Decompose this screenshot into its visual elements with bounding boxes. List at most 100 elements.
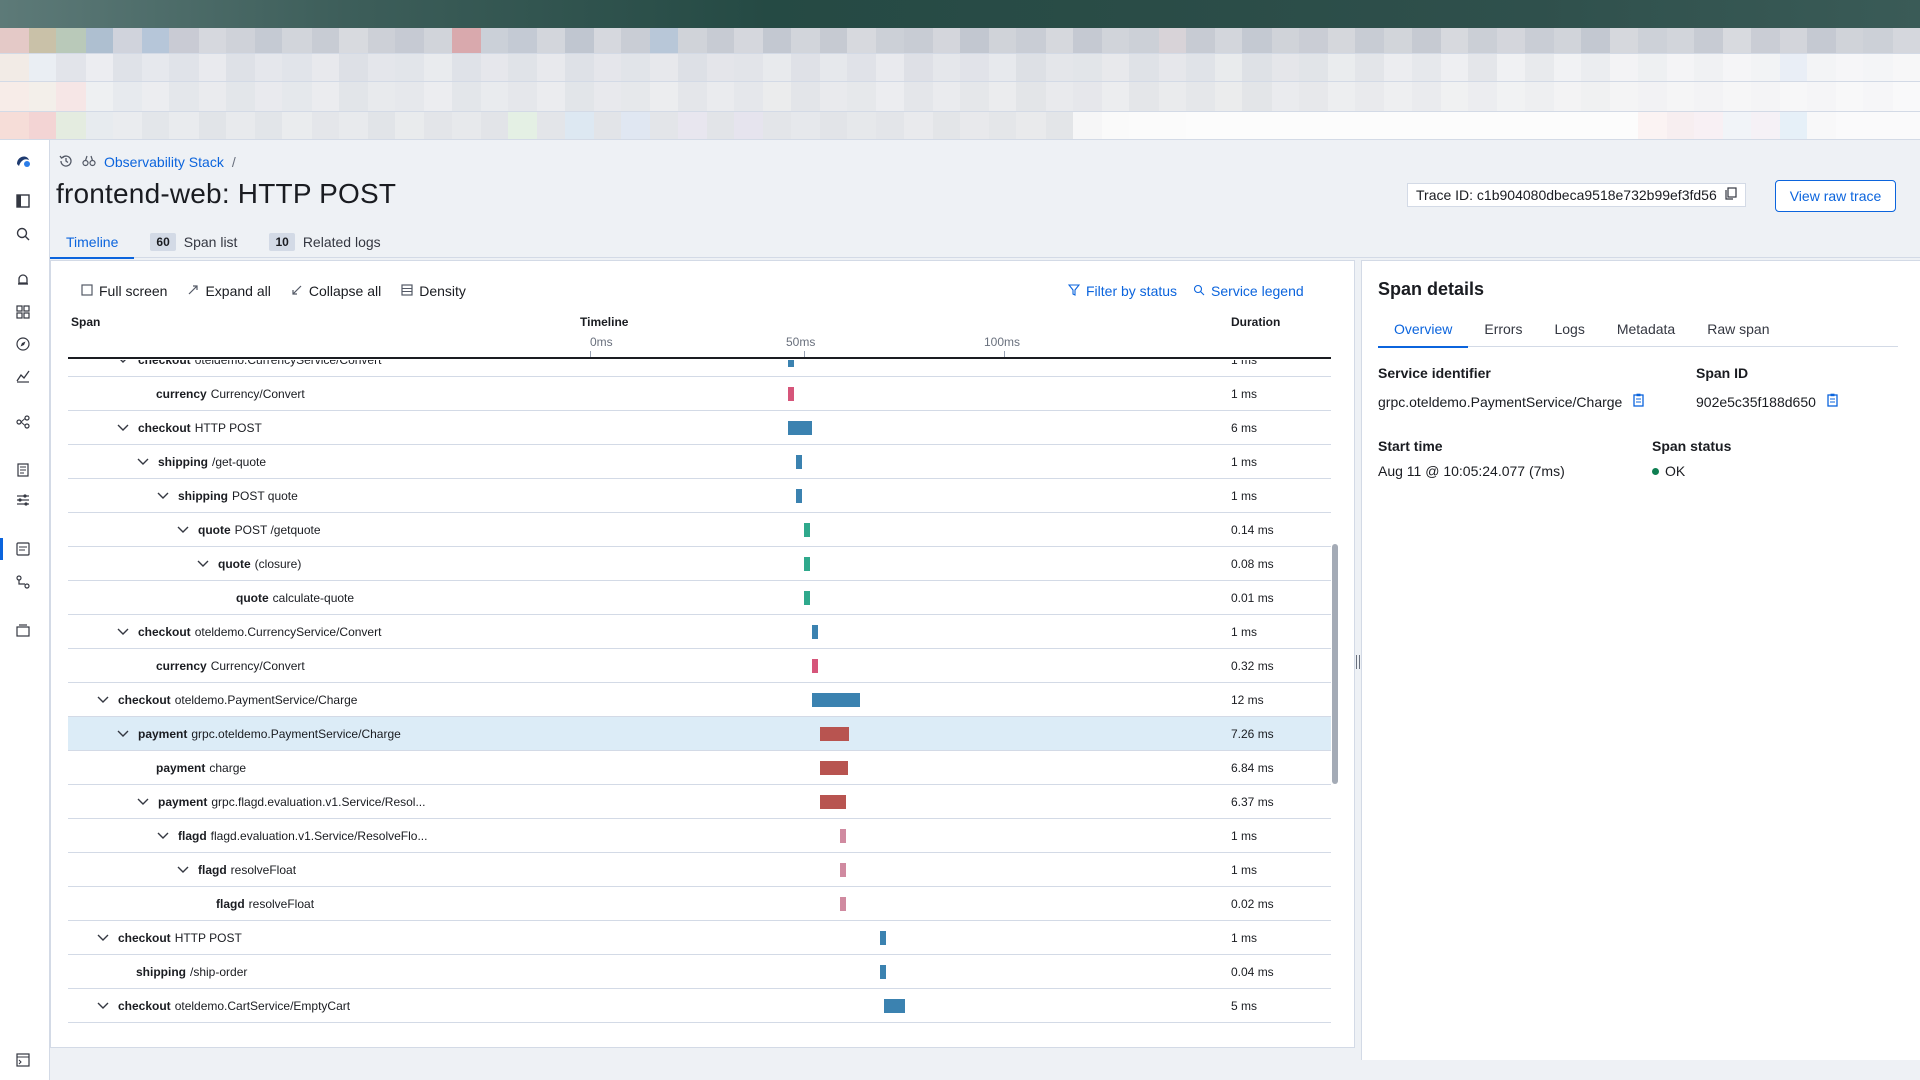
span-timeline-bar[interactable] xyxy=(804,591,811,605)
span-row[interactable]: quote POST /getquote 0.14 ms xyxy=(68,513,1331,547)
alerts-icon[interactable] xyxy=(13,270,33,290)
chevron-down-icon[interactable] xyxy=(116,421,130,435)
dashboards-icon[interactable] xyxy=(13,302,33,322)
storage-icon[interactable] xyxy=(13,620,33,640)
copy-service-identifier-icon[interactable] xyxy=(1632,393,1645,410)
notebooks-icon[interactable] xyxy=(13,460,33,480)
chevron-down-icon[interactable] xyxy=(136,795,150,809)
span-row[interactable]: payment grpc.flagd.evaluation.v1.Service/… xyxy=(68,785,1331,819)
expand-all-button[interactable]: Expand all xyxy=(187,283,271,299)
copy-icon[interactable] xyxy=(1725,187,1737,203)
span-label: checkout oteldemo.CurrencyService/Convert xyxy=(116,615,381,649)
full-screen-button[interactable]: Full screen xyxy=(81,283,167,299)
span-row[interactable]: flagd flagd.evaluation.v1.Service/Resolve… xyxy=(68,819,1331,853)
workflow-icon[interactable] xyxy=(13,572,33,592)
tab-raw-span[interactable]: Raw span xyxy=(1691,311,1785,347)
binoculars-icon xyxy=(82,154,96,171)
chevron-down-icon[interactable] xyxy=(156,829,170,843)
tab-logs[interactable]: Logs xyxy=(1538,311,1600,347)
span-timeline-bar[interactable] xyxy=(840,897,847,911)
tab-timeline[interactable]: Timeline xyxy=(50,226,135,259)
span-timeline-bar[interactable] xyxy=(820,727,850,741)
app-logo-icon[interactable] xyxy=(13,150,33,170)
span-service: checkout xyxy=(138,625,191,639)
span-row[interactable]: shipping/get-quote 1 ms xyxy=(68,445,1331,479)
span-service: quote xyxy=(236,591,269,605)
span-timeline-bar[interactable] xyxy=(880,965,887,979)
tab-span-list[interactable]: 60 Span list xyxy=(134,226,253,258)
span-timeline-bar[interactable] xyxy=(796,489,803,503)
span-row[interactable]: flagd resolveFloat 1 ms xyxy=(68,853,1331,887)
span-row[interactable]: checkout HTTP POST 1 ms xyxy=(68,921,1331,955)
span-row[interactable]: checkout oteldemo.CurrencyService/Convert… xyxy=(68,615,1331,649)
span-row[interactable]: checkout oteldemo.PaymentService/Charge 12… xyxy=(68,683,1331,717)
tick-mark xyxy=(590,351,591,357)
span-row[interactable]: shipping POST quote 1 ms xyxy=(68,479,1331,513)
span-row[interactable]: checkout oteldemo.CartService/EmptyCart 5 … xyxy=(68,989,1331,1023)
chevron-down-icon[interactable] xyxy=(136,455,150,469)
span-timeline-bar[interactable] xyxy=(840,829,847,843)
chevron-down-icon[interactable] xyxy=(96,999,110,1013)
span-row[interactable]: flagd resolveFloat 0.02 ms xyxy=(68,887,1331,921)
density-icon xyxy=(401,283,413,299)
span-row[interactable]: checkout HTTP POST 6 ms xyxy=(68,411,1331,445)
discover-icon[interactable] xyxy=(13,334,33,354)
span-service: checkout xyxy=(118,693,171,707)
span-timeline-bar[interactable] xyxy=(880,931,887,945)
toggle-sidebar-icon[interactable] xyxy=(13,191,33,211)
tab-metadata[interactable]: Metadata xyxy=(1601,311,1691,347)
chevron-down-icon[interactable] xyxy=(176,523,190,537)
span-timeline-bar[interactable] xyxy=(787,421,813,435)
span-timeline-bar[interactable] xyxy=(812,693,861,707)
breadcrumb-observability-stack[interactable]: Observability Stack xyxy=(104,154,224,170)
span-row[interactable]: quote calculate-quote 0.01 ms xyxy=(68,581,1331,615)
chevron-down-icon[interactable] xyxy=(96,693,110,707)
search-icon[interactable] xyxy=(13,224,33,244)
span-row[interactable]: currency Currency/Convert 1 ms xyxy=(68,377,1331,411)
span-service: currency xyxy=(156,387,207,401)
chevron-down-icon[interactable] xyxy=(116,360,130,367)
chevron-down-icon[interactable] xyxy=(176,863,190,877)
view-raw-trace-button[interactable]: View raw trace xyxy=(1775,180,1896,212)
span-row[interactable]: payment charge 6.84 ms xyxy=(68,751,1331,785)
settings-sliders-icon[interactable] xyxy=(13,490,33,510)
span-row[interactable]: payment grpc.oteldemo.PaymentService/Char… xyxy=(68,717,1331,751)
panel-resize-handle[interactable] xyxy=(1356,655,1360,669)
span-row[interactable]: checkout oteldemo.CurrencyService/Convert… xyxy=(68,360,1331,377)
span-timeline-bar[interactable] xyxy=(812,625,819,639)
chevron-down-icon[interactable] xyxy=(156,489,170,503)
service-map-icon[interactable] xyxy=(13,412,33,432)
span-row[interactable]: currency Currency/Convert 0.32 ms xyxy=(68,649,1331,683)
chevron-down-icon[interactable] xyxy=(116,727,130,741)
span-timeline-bar[interactable] xyxy=(787,387,794,401)
visualize-icon[interactable] xyxy=(13,366,33,386)
filter-by-status-button[interactable]: Filter by status xyxy=(1067,283,1177,299)
chevron-down-icon[interactable] xyxy=(196,557,210,571)
span-row[interactable]: shipping/ship-order 0.04 ms xyxy=(68,955,1331,989)
service-legend-button[interactable]: Service legend xyxy=(1193,283,1304,299)
scrollbar[interactable] xyxy=(1332,544,1338,784)
start-time-value: Aug 11 @ 10:05:24.077 (7ms) xyxy=(1378,463,1565,479)
span-timeline-bar[interactable] xyxy=(884,999,905,1013)
chevron-down-icon[interactable] xyxy=(96,931,110,945)
copy-span-id-icon[interactable] xyxy=(1826,393,1839,410)
span-timeline-bar[interactable] xyxy=(787,360,794,367)
traces-icon[interactable] xyxy=(13,539,33,559)
span-row[interactable]: quote (closure) 0.08 ms xyxy=(68,547,1331,581)
span-timeline-bar[interactable] xyxy=(820,761,848,775)
collapse-all-button[interactable]: Collapse all xyxy=(291,283,381,299)
span-timeline-bar[interactable] xyxy=(804,557,811,571)
console-icon[interactable] xyxy=(13,1050,33,1070)
span-timeline-bar[interactable] xyxy=(840,863,847,877)
history-icon[interactable] xyxy=(58,153,74,172)
chevron-down-icon[interactable] xyxy=(116,625,130,639)
tab-related-logs[interactable]: 10 Related logs xyxy=(253,226,396,258)
tab-overview[interactable]: Overview xyxy=(1378,311,1469,348)
span-timeline-bar[interactable] xyxy=(820,795,846,809)
tab-errors[interactable]: Errors xyxy=(1468,311,1538,347)
breadcrumb: Observability Stack / xyxy=(58,152,236,172)
span-timeline-bar[interactable] xyxy=(812,659,819,673)
density-button[interactable]: Density xyxy=(401,283,466,299)
span-timeline-bar[interactable] xyxy=(804,523,811,537)
span-timeline-bar[interactable] xyxy=(796,455,803,469)
